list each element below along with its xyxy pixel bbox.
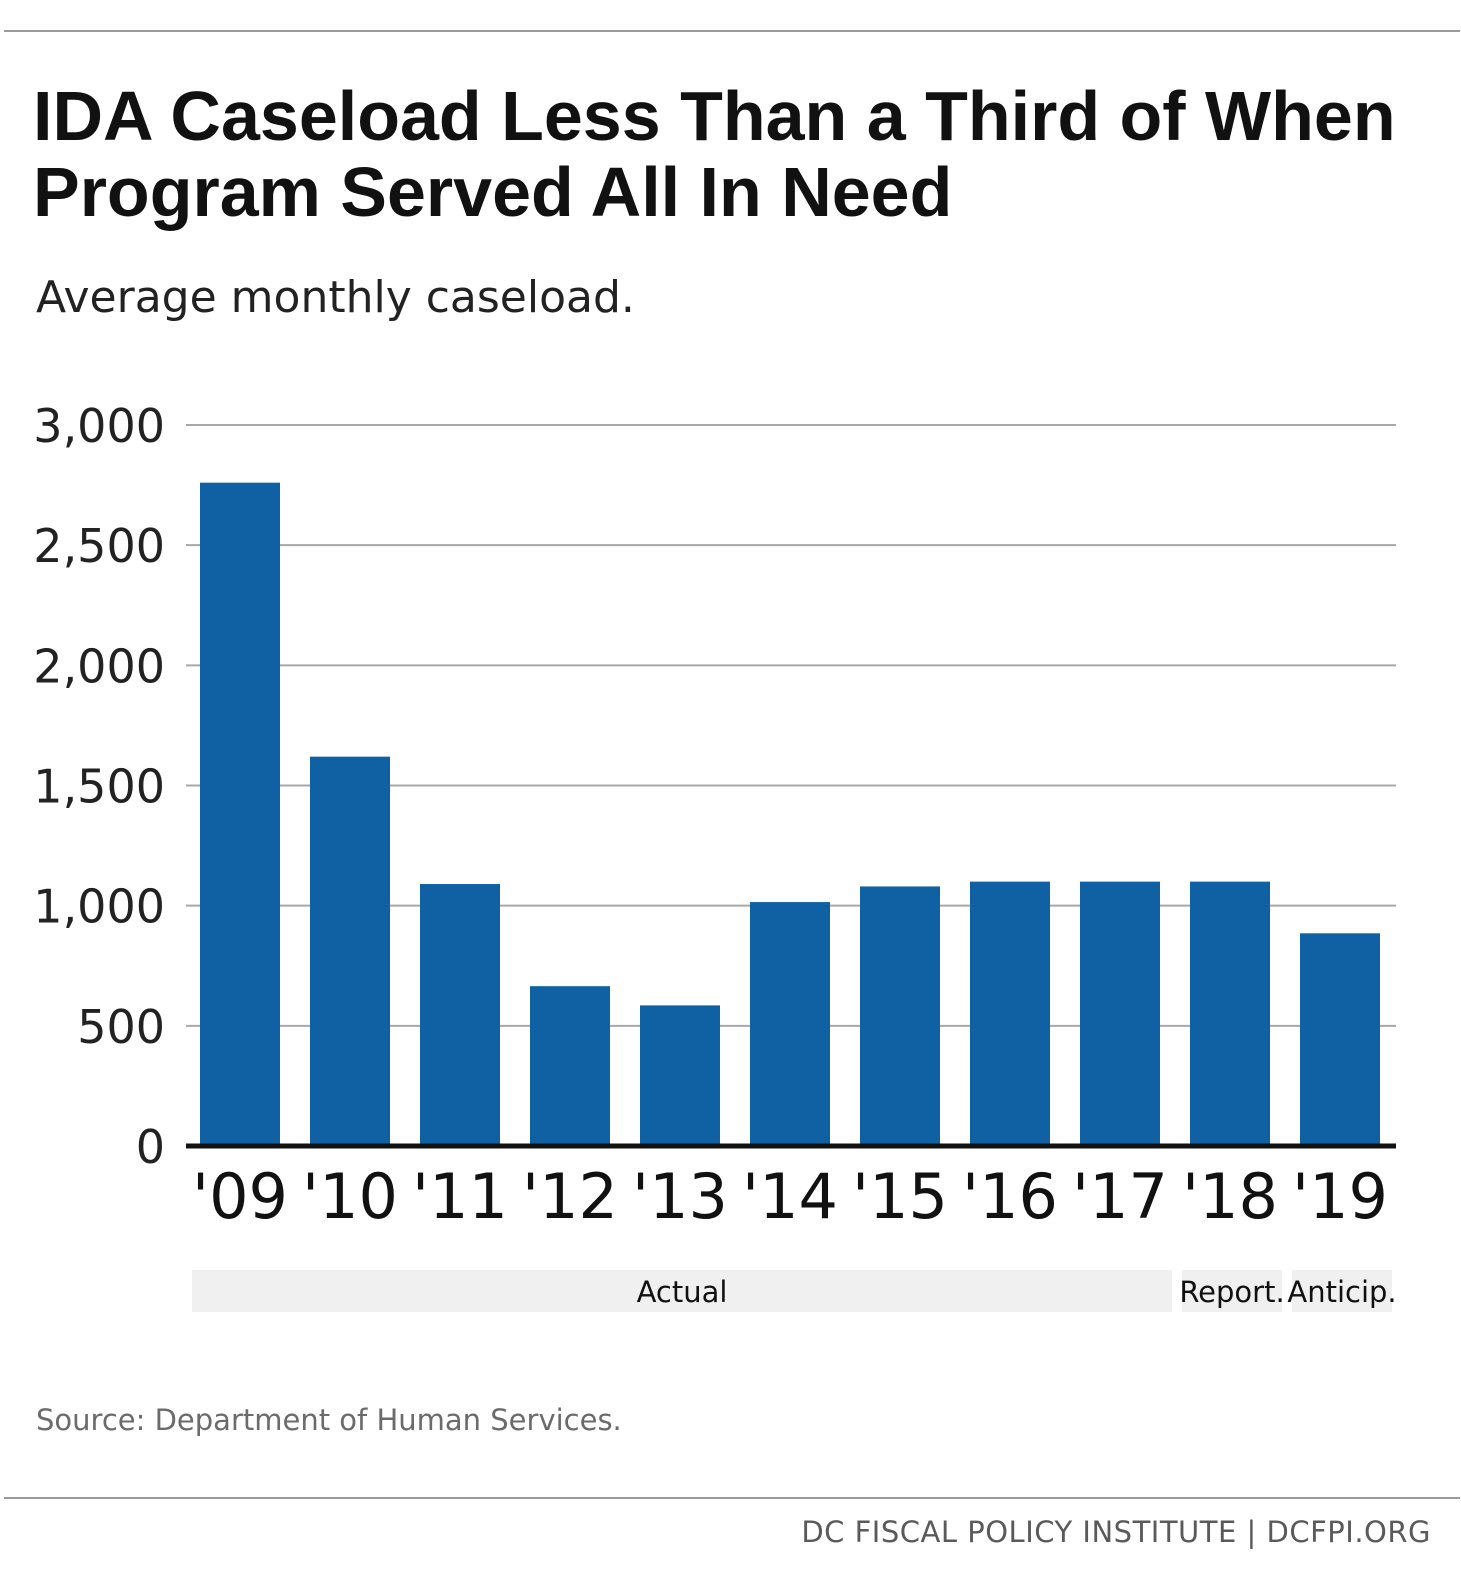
bar (310, 756, 390, 1146)
chart-subtitle: Average monthly caseload. (36, 272, 635, 323)
bar (1080, 881, 1160, 1146)
period-label: Anticip. (1287, 1275, 1396, 1309)
bar (420, 884, 500, 1146)
bar (1190, 881, 1270, 1146)
period-groups: Actual Report. Anticip. (192, 1270, 1397, 1312)
bar (1300, 933, 1380, 1146)
period-label: Report. (1179, 1275, 1284, 1309)
period-band (1292, 1270, 1392, 1312)
top-divider (4, 30, 1460, 32)
x-tick-label: '14 (742, 1160, 838, 1233)
bar (750, 902, 830, 1146)
period-band (192, 1270, 1172, 1312)
x-tick-label: '11 (412, 1160, 508, 1233)
y-tick-label: 2,000 (33, 639, 165, 693)
bar (530, 986, 610, 1146)
y-tick-label: 0 (136, 1120, 165, 1174)
period-band (1182, 1270, 1282, 1312)
bar (200, 482, 280, 1146)
y-tick-label: 2,500 (33, 519, 165, 573)
x-tick-label: '12 (522, 1160, 618, 1233)
x-tick-label: '19 (1292, 1160, 1388, 1233)
x-tick-label: '18 (1182, 1160, 1278, 1233)
x-tick-label: '17 (1072, 1160, 1168, 1233)
bottom-divider (4, 1497, 1460, 1499)
x-tick-label: '13 (632, 1160, 728, 1233)
y-tick-label: 3,000 (33, 399, 165, 453)
footer-credit: DC FISCAL POLICY INSTITUTE | DCFPI.ORG (801, 1515, 1431, 1549)
bar (860, 886, 940, 1146)
x-tick-label: '16 (962, 1160, 1058, 1233)
bar (970, 881, 1050, 1146)
source-note: Source: Department of Human Services. (36, 1403, 622, 1437)
x-tick-label: '15 (852, 1160, 948, 1233)
x-tick-label: '10 (302, 1160, 398, 1233)
y-tick-label: 1,500 (33, 760, 165, 814)
x-axis-ticks: '09'10'11'12'13'14'15'16'17'18'19 (192, 1160, 1388, 1233)
chart-title: IDA Caseload Less Than a Third of When P… (33, 77, 1396, 231)
bar (640, 1005, 720, 1146)
bars (200, 482, 1380, 1146)
y-tick-label: 500 (77, 1000, 165, 1054)
x-tick-label: '09 (192, 1160, 288, 1233)
y-axis-ticks: 0 500 1,000 1,500 2,000 2,500 3,000 (33, 399, 165, 1174)
period-label: Actual (637, 1275, 728, 1309)
y-tick-label: 1,000 (33, 880, 165, 934)
